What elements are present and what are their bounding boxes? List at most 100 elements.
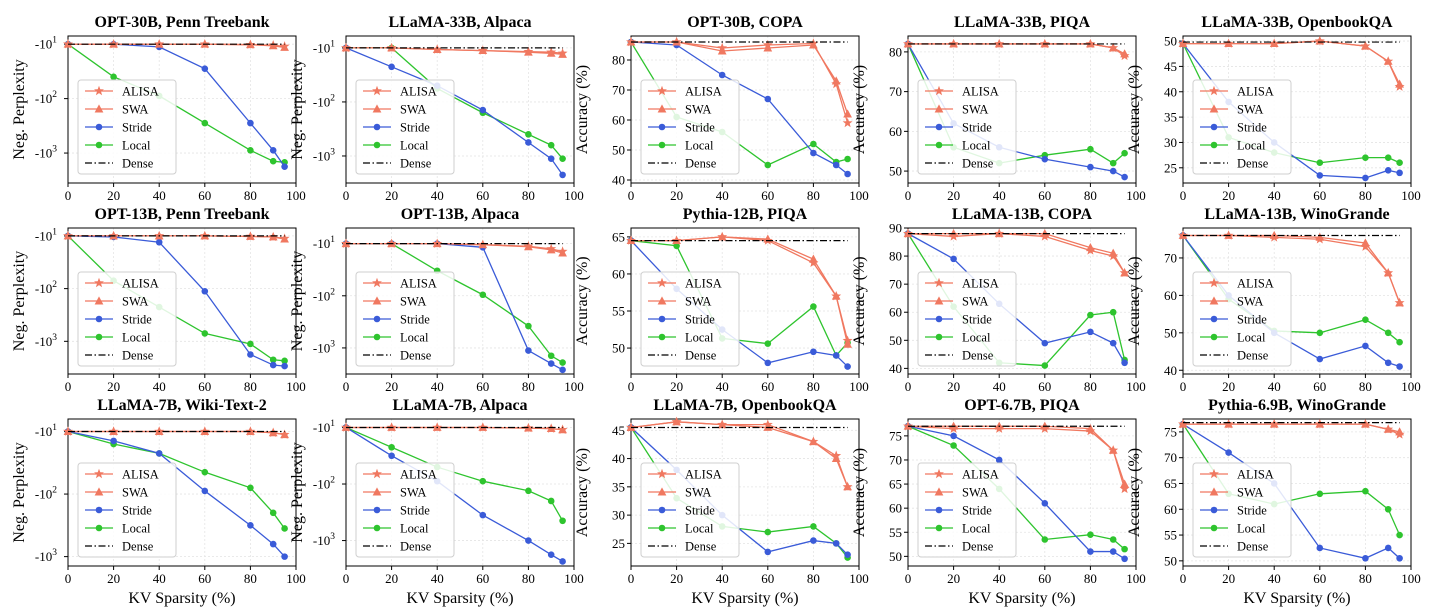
legend-label-swa: SWA	[122, 103, 148, 117]
x-tick-label: 80	[244, 379, 257, 394]
x-tick-label: 100	[1401, 571, 1421, 586]
chart-title: LLaMA-13B, WinoGrande	[1204, 206, 1389, 223]
data-point-local	[1384, 154, 1392, 161]
data-point-stride	[844, 363, 851, 370]
legend-marker-alisa	[94, 85, 104, 96]
data-point-local	[201, 330, 209, 337]
data-point-alisa	[831, 450, 842, 460]
legend-label-dense: Dense	[122, 540, 154, 554]
data-point-local	[1109, 159, 1117, 167]
data-point-alisa	[279, 429, 290, 439]
x-tick-label: 40	[993, 379, 1006, 394]
chart-llama-33b-piqa: 0 20 40 60 80 100 50 60 70 80 LLaMA-33B, PIQA Accur…	[851, 14, 1146, 203]
legend-label-swa: SWA	[400, 295, 426, 309]
data-point-alisa	[808, 38, 819, 48]
x-axis-label: KV Sparsity (%)	[1243, 590, 1350, 607]
legend-label-alisa: ALISA	[400, 468, 437, 482]
series-swa	[341, 239, 567, 257]
data-point-alisa	[1360, 241, 1371, 251]
data-point-alisa	[717, 231, 728, 242]
legend-label-alisa: ALISA	[122, 468, 159, 482]
legend-marker-stride	[373, 315, 381, 323]
data-point-stride	[1109, 167, 1117, 175]
legend-marker-stride	[935, 315, 943, 323]
data-point-local	[1041, 536, 1049, 543]
legend-label-stride: Stride	[1237, 121, 1267, 135]
chart-title: OPT-13B, Alpaca	[401, 206, 520, 223]
legend-label-alisa: ALISA	[685, 468, 722, 482]
data-point-local	[269, 356, 277, 364]
plot-frame	[345, 35, 575, 184]
chart-llama-7b-openbookqa: 0 20 40 60 80 100 25 30 35 40 45 LLaMA-7B, Openbook…	[574, 397, 869, 607]
data-point-local	[247, 484, 254, 492]
legend-marker-alisa	[372, 277, 382, 288]
data-point-alisa	[432, 44, 443, 54]
data-point-alisa	[1119, 483, 1130, 494]
x-tick-label: 40	[716, 571, 729, 586]
data-point-stride	[247, 351, 254, 358]
chart-opt-30b-copa: 0 20 40 60 80 100 40 50 60 70 80 OPT-30B, COPA Accur…	[574, 14, 869, 203]
legend-label-local: Local	[400, 522, 429, 536]
data-point-stride	[1384, 167, 1392, 174]
data-point-alisa	[1223, 38, 1234, 48]
legend: ALISA SWA Stride Local Dense	[917, 271, 1017, 367]
data-point-stride	[1109, 339, 1117, 347]
data-point-alisa	[1085, 425, 1096, 436]
legend-label-alisa: ALISA	[1237, 85, 1274, 99]
y-tick-label: 70	[1164, 250, 1177, 265]
y-tick-exponent: 3	[330, 532, 335, 542]
data-point-local	[1087, 145, 1094, 153]
data-point-stride	[388, 63, 395, 71]
data-point-alisa	[546, 423, 557, 433]
y-tick-label: -102	[35, 486, 57, 502]
data-point-swa	[717, 46, 727, 55]
legend-label-stride: Stride	[122, 313, 152, 327]
y-tick-label: 50	[612, 143, 625, 158]
legend-marker-alisa	[934, 468, 944, 479]
y-tick-exponent: 2	[52, 90, 57, 100]
y-tick-exponent: 3	[52, 145, 57, 155]
data-point-alisa	[1085, 245, 1096, 255]
data-point-local	[1362, 487, 1369, 495]
legend-label-dense: Dense	[685, 157, 717, 171]
y-tick-label: 80	[612, 53, 625, 68]
legend-marker-stride	[935, 506, 943, 514]
x-tick-label: 20	[947, 379, 960, 394]
legend-marker-alisa	[372, 85, 382, 96]
y-axis-label: Accuracy (%)	[851, 65, 868, 154]
data-point-stride	[1362, 554, 1369, 562]
x-tick-label: 20	[670, 188, 683, 203]
legend-box	[917, 462, 1017, 558]
legend-box	[355, 79, 455, 175]
data-point-local	[559, 155, 566, 162]
series-alisa	[903, 38, 1130, 61]
data-point-alisa	[477, 45, 488, 55]
x-tick-label: 40	[153, 188, 166, 203]
plot-frame	[1182, 227, 1412, 375]
y-tick-label: -103	[35, 145, 57, 161]
x-tick-label: 0	[905, 571, 912, 586]
legend-label-dense: Dense	[1237, 157, 1269, 171]
y-axis-label: Neg. Perplexity	[11, 59, 28, 159]
legend-marker-local	[95, 141, 103, 149]
chart-title: OPT-30B, COPA	[687, 14, 803, 31]
x-tick-label: 60	[198, 379, 211, 394]
x-tick-label: 0	[628, 571, 635, 586]
chart-title: LLaMA-33B, PIQA	[954, 14, 1090, 31]
legend: ALISA SWA Stride Local Dense	[355, 271, 455, 367]
legend-label-local: Local	[685, 139, 714, 153]
data-point-local	[1362, 316, 1369, 324]
chart-pythia-12b-piqa: 0 20 40 60 80 100 50 55 60 65 Pythia-12B, PIQA Accu…	[574, 206, 869, 394]
legend-label-alisa: ALISA	[400, 85, 437, 99]
y-tick-label: 60	[1164, 288, 1177, 303]
x-tick-label: 60	[1313, 379, 1326, 394]
chart-llama-7b-alpaca: 0 20 40 60 80 100 -101 -102 -103 LLaMA-7B, Alpaca…	[289, 397, 584, 607]
data-point-stride	[1121, 555, 1128, 563]
series-stride	[904, 422, 1128, 563]
y-tick-label: 50	[1164, 553, 1177, 568]
x-tick-label: 100	[564, 188, 584, 203]
legend-marker-local	[658, 141, 666, 149]
series-alisa	[341, 238, 568, 256]
legend-label-dense: Dense	[1237, 540, 1269, 554]
series-alisa	[626, 416, 853, 492]
